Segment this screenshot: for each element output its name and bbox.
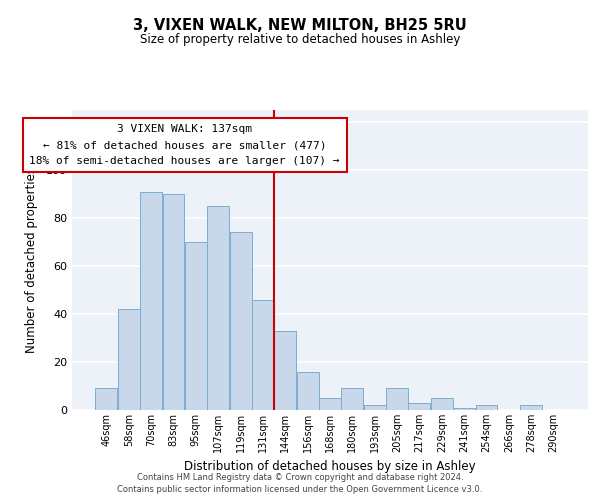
Bar <box>341 388 364 410</box>
Bar <box>207 206 229 410</box>
Bar <box>230 232 251 410</box>
Bar <box>140 192 162 410</box>
Bar <box>364 405 386 410</box>
Bar <box>431 398 453 410</box>
Text: Size of property relative to detached houses in Ashley: Size of property relative to detached ho… <box>140 32 460 46</box>
Bar <box>118 309 140 410</box>
Bar <box>185 242 207 410</box>
Bar <box>252 300 274 410</box>
Text: Contains HM Land Registry data © Crown copyright and database right 2024.: Contains HM Land Registry data © Crown c… <box>137 472 463 482</box>
Bar <box>386 388 408 410</box>
Bar <box>476 405 497 410</box>
Bar <box>520 405 542 410</box>
Text: Contains public sector information licensed under the Open Government Licence v3: Contains public sector information licen… <box>118 485 482 494</box>
Bar <box>95 388 118 410</box>
X-axis label: Distribution of detached houses by size in Ashley: Distribution of detached houses by size … <box>184 460 476 473</box>
Bar <box>296 372 319 410</box>
Bar <box>453 408 475 410</box>
Bar <box>409 403 430 410</box>
Bar <box>274 331 296 410</box>
Bar <box>319 398 341 410</box>
Text: 3 VIXEN WALK: 137sqm
← 81% of detached houses are smaller (477)
18% of semi-deta: 3 VIXEN WALK: 137sqm ← 81% of detached h… <box>29 124 340 166</box>
Y-axis label: Number of detached properties: Number of detached properties <box>25 167 38 353</box>
Bar <box>163 194 184 410</box>
Text: 3, VIXEN WALK, NEW MILTON, BH25 5RU: 3, VIXEN WALK, NEW MILTON, BH25 5RU <box>133 18 467 32</box>
